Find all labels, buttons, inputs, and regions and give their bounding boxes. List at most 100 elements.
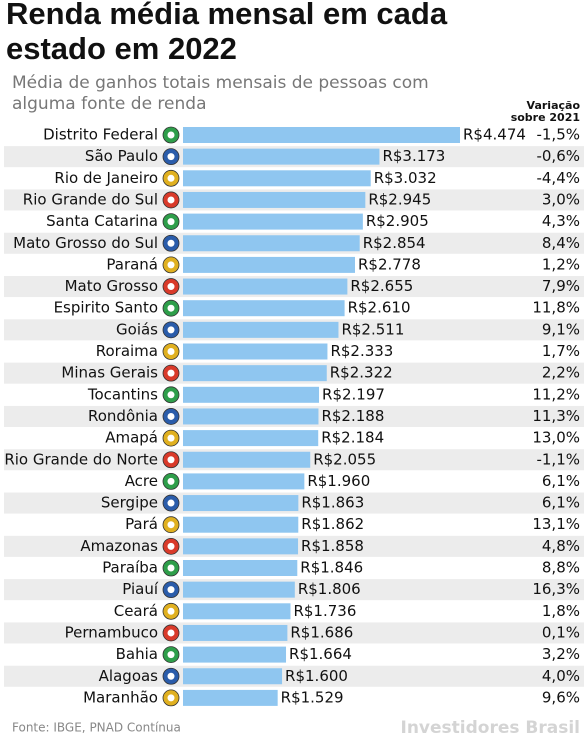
category-label: Tocantins [87, 385, 158, 403]
chart-subtitle: Média de ganhos totais mensais de pessoa… [12, 73, 429, 93]
flag-icon [167, 521, 175, 529]
value-label: R$2.333 [330, 342, 393, 360]
category-label: Goiás [116, 320, 158, 338]
flag-icon [167, 651, 175, 659]
category-label: Piauí [122, 580, 159, 598]
value-label: R$1.664 [289, 645, 352, 663]
flag-icon [167, 261, 175, 269]
bar [183, 473, 305, 490]
category-label: Mato Grosso do Sul [13, 234, 158, 252]
value-label: R$3.173 [382, 147, 445, 165]
flag-icon [167, 348, 175, 355]
category-label: Bahia [116, 645, 158, 663]
flag-icon [167, 629, 175, 637]
bar [183, 451, 311, 468]
bar [183, 170, 371, 187]
bar [183, 191, 366, 208]
flag-icon [167, 239, 175, 247]
flag-icon [167, 434, 175, 442]
flag-icon [167, 196, 175, 204]
category-label: Rio de Janeiro [54, 169, 158, 187]
value-label: R$2.511 [341, 320, 404, 338]
row-stripe [4, 665, 584, 687]
flag-icon [167, 586, 175, 594]
variation-label: 11,2% [532, 385, 580, 403]
value-label: R$2.778 [358, 255, 421, 273]
flag-icon [167, 542, 175, 550]
category-label: São Paulo [85, 147, 158, 165]
variation-label: 4,0% [542, 667, 580, 685]
value-label: R$1.736 [293, 602, 356, 620]
flag-icon [167, 131, 175, 139]
variation-label: -4,4% [536, 169, 580, 187]
bar [183, 495, 299, 512]
category-label: Sergipe [101, 494, 158, 512]
bar [183, 300, 345, 317]
bar [183, 365, 327, 382]
variation-label: 7,9% [542, 277, 580, 295]
bar [183, 127, 460, 143]
variation-label: 3,2% [542, 645, 580, 663]
value-label: R$1.863 [301, 494, 364, 512]
category-label: Amazonas [80, 537, 158, 555]
value-label: R$2.854 [363, 234, 426, 252]
category-label: Rio Grande do Sul [23, 190, 158, 208]
chart-subtitle: alguma fonte de renda [12, 94, 207, 114]
flag-icon [167, 304, 175, 312]
variation-label: 9,6% [542, 688, 580, 706]
flag-icon [167, 499, 175, 507]
bar [183, 624, 288, 641]
bar [183, 148, 380, 165]
value-label: R$3.032 [374, 169, 437, 187]
variation-label: 16,3% [532, 580, 580, 598]
variation-label: 11,3% [532, 407, 580, 425]
category-label: Minas Gerais [61, 364, 158, 382]
value-label: R$2.905 [366, 212, 429, 230]
bar [183, 646, 287, 663]
value-label: R$2.188 [321, 407, 384, 425]
variation-label: 1,8% [542, 602, 580, 620]
category-label: Santa Catarina [46, 212, 158, 230]
flag-icon [167, 326, 175, 334]
bar [183, 408, 319, 425]
variation-label: 4,8% [542, 537, 580, 555]
flag-icon [167, 456, 175, 464]
bar [183, 278, 348, 295]
variation-label: 6,1% [542, 472, 580, 490]
flag-icon [167, 477, 175, 485]
variation-label: 13,1% [532, 515, 580, 533]
bar [183, 538, 299, 555]
bar [183, 213, 363, 230]
bar [183, 430, 319, 447]
value-label: R$1.862 [301, 515, 364, 533]
bar [183, 603, 291, 620]
variation-label: 11,8% [532, 299, 580, 317]
flag-icon [167, 607, 175, 615]
variation-label: 6,1% [542, 494, 580, 512]
chart-title: estado em 2022 [6, 31, 237, 66]
value-label: R$2.055 [313, 450, 376, 468]
value-label: R$1.846 [300, 559, 363, 577]
category-label: Mato Grosso [65, 277, 158, 295]
value-label: R$2.184 [321, 429, 384, 447]
value-label: R$2.610 [348, 299, 411, 317]
category-label: Paraíba [102, 559, 158, 577]
value-label: R$1.806 [298, 580, 361, 598]
bar [183, 668, 283, 685]
bar [183, 343, 328, 360]
flag-icon [167, 218, 175, 226]
variation-label: 0,1% [542, 623, 580, 641]
value-label: R$1.600 [285, 667, 348, 685]
flag-icon [167, 672, 175, 680]
variation-label: 1,2% [542, 255, 580, 273]
variation-label: 4,3% [542, 212, 580, 230]
bar [183, 516, 299, 533]
category-label: Alagoas [99, 667, 159, 685]
variation-label: -1,1% [536, 450, 580, 468]
value-label: R$1.686 [290, 623, 353, 641]
chart-title: Renda média mensal em cada [6, 0, 448, 31]
row-stripe [4, 622, 584, 644]
flag-icon [167, 391, 175, 399]
flag-icon [167, 412, 175, 420]
